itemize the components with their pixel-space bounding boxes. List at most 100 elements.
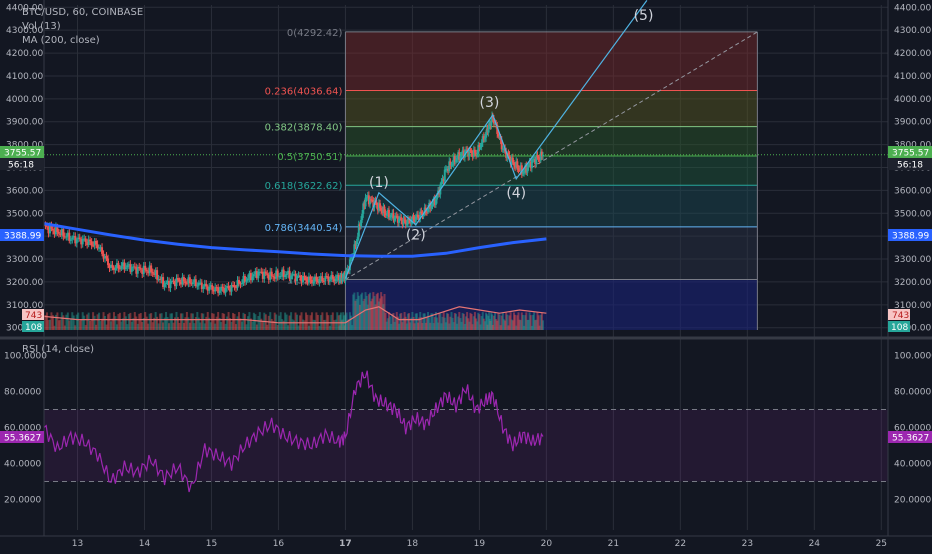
volume-bar (226, 316, 229, 330)
volume-bar (451, 317, 454, 330)
volume-bar (307, 325, 310, 330)
candle-body (402, 219, 405, 225)
candle-body (476, 153, 479, 156)
chart-legend: BTC/USD, 60, COINBASE Vol (13) MA (200, … (22, 7, 143, 355)
volume-bar (457, 316, 460, 330)
volume-bar (490, 312, 493, 330)
candle-body (142, 265, 145, 274)
candle-body (258, 271, 261, 273)
volume-bar (179, 313, 182, 330)
fibonacci-retracement[interactable]: 0(4292.42) 0.236(4036.64) 0.382(3878.40) 0.… (265, 28, 758, 330)
candle-body (523, 170, 526, 174)
volume-bar (324, 319, 327, 330)
volume-bar (104, 315, 107, 330)
left-countdown-badge (0, 158, 44, 170)
candle-body (184, 281, 187, 284)
candle-body (328, 279, 331, 282)
volume-bar (394, 318, 397, 330)
volume-bar (166, 317, 169, 330)
volume-bar (294, 312, 297, 330)
candle-body (126, 265, 129, 268)
symbol-label[interactable]: BTC/USD, 60, COINBASE (22, 7, 143, 18)
volume-indicator-label[interactable]: Vol (13) (22, 21, 61, 32)
candle-body (182, 277, 185, 282)
volume-bar (535, 319, 538, 330)
elliott-wave-drawing[interactable]: (1) (2) (3) (4) (5) (344, 0, 653, 279)
candle-body (366, 195, 369, 198)
volume-bar (386, 318, 389, 330)
volume-bar (509, 312, 512, 330)
candle-body (59, 233, 62, 236)
volume-bar (420, 317, 423, 330)
volume-bar (112, 312, 115, 330)
candle-body (169, 281, 172, 288)
candle-body (401, 220, 404, 225)
volume-bar (354, 300, 357, 330)
volume-bar (276, 324, 279, 330)
volume-bar (148, 313, 151, 330)
candle-body (162, 277, 165, 288)
candle-body (379, 203, 382, 208)
candle-body (260, 271, 263, 273)
candle-body (157, 279, 160, 281)
elliott-wave-label: (4) (506, 185, 526, 201)
volume-bar (366, 304, 369, 330)
volume-bar (438, 313, 441, 330)
volume-bar (364, 292, 367, 330)
candle-body (470, 150, 473, 153)
volume-bar (350, 315, 353, 330)
volume-bar (435, 317, 438, 330)
volume-bar (429, 322, 432, 330)
volume-bar (178, 322, 181, 330)
volume-bar (444, 322, 447, 330)
volume-bar (348, 312, 351, 330)
candle-body (276, 270, 279, 277)
candle-body (249, 273, 252, 281)
candle-body (420, 211, 423, 214)
volume-bar (260, 318, 263, 330)
volume-bar (343, 325, 346, 330)
volume-bar (151, 322, 154, 330)
fibonacci-trend-line[interactable] (345, 31, 758, 280)
candle-body (315, 276, 318, 281)
volume-bar (118, 312, 121, 330)
ma-indicator-label[interactable]: MA (200, close) (22, 35, 100, 46)
candle-body (441, 178, 444, 182)
candle-body (475, 152, 478, 156)
candle-body (380, 207, 383, 211)
candle-body (458, 152, 461, 160)
volume-bar (461, 312, 464, 330)
volume-bar (187, 317, 190, 330)
candle-body (221, 286, 224, 289)
left-ma-value-text: 3388.99 (4, 232, 41, 242)
volume-ma-line (43, 306, 547, 324)
candle-body (45, 226, 48, 228)
candle-body (492, 117, 495, 124)
volume-bar (89, 320, 92, 330)
volume-bar (251, 321, 254, 330)
volume-bar (382, 304, 385, 330)
volume-bar (51, 315, 54, 330)
left-volume-ma-badge (22, 321, 44, 332)
candle-body (215, 287, 218, 289)
candle-body (454, 159, 457, 162)
candle-body (235, 287, 238, 289)
volume-bar (459, 318, 462, 330)
fibonacci-band (345, 226, 758, 280)
volume-bar (47, 320, 50, 330)
candle-body (163, 284, 166, 288)
candle-body (123, 262, 126, 270)
volume-bar (401, 322, 404, 330)
rsi-indicator-label[interactable]: RSI (14, close) (22, 344, 94, 355)
volume-bar (504, 320, 507, 330)
elliott-wave-path[interactable] (344, 0, 648, 279)
candle-body (412, 216, 415, 219)
volume-bar (494, 312, 497, 330)
volume-bar (99, 321, 102, 330)
candle-body (95, 240, 98, 245)
candle-body (364, 197, 367, 207)
countdown-text: 56:18 (897, 161, 923, 171)
left-price-tick-label: 3900.00 (6, 118, 43, 128)
volume-bar (346, 320, 349, 330)
